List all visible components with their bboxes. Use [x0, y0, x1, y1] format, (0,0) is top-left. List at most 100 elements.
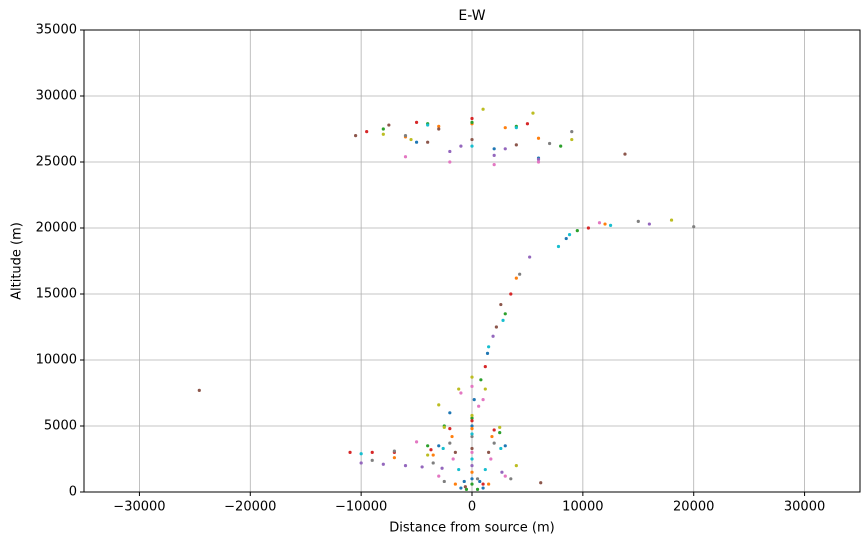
point — [403, 134, 408, 138]
y-tick-label: 15000 — [36, 287, 77, 302]
point — [365, 130, 369, 134]
point — [531, 111, 535, 115]
point — [463, 485, 467, 489]
point — [483, 467, 487, 472]
y-tick-label: 0 — [69, 485, 77, 500]
point — [575, 229, 579, 233]
point — [514, 276, 518, 280]
point — [459, 486, 463, 490]
y-axis-label: Altitude (m) — [10, 222, 25, 300]
point — [448, 427, 452, 431]
point — [514, 464, 518, 468]
point — [487, 345, 491, 349]
point — [437, 403, 441, 407]
point — [623, 152, 627, 156]
point — [448, 149, 452, 154]
point — [370, 458, 374, 462]
point — [525, 122, 530, 126]
point — [669, 218, 674, 222]
point — [459, 144, 463, 148]
point — [499, 302, 503, 307]
point — [442, 479, 446, 484]
point — [692, 225, 696, 229]
point — [481, 482, 485, 486]
point — [451, 457, 455, 461]
point — [409, 137, 413, 142]
point — [470, 446, 474, 451]
point — [197, 388, 201, 392]
plot-frame — [83, 29, 861, 493]
point — [437, 127, 441, 131]
point — [492, 163, 496, 167]
point — [426, 453, 430, 457]
point — [489, 457, 493, 461]
point — [470, 477, 474, 481]
point — [453, 450, 457, 454]
point — [457, 467, 461, 472]
point — [420, 465, 424, 469]
point — [448, 441, 452, 445]
point — [470, 413, 474, 418]
point — [539, 481, 543, 485]
point — [586, 226, 591, 230]
point — [481, 486, 485, 490]
point — [359, 461, 363, 465]
point — [564, 236, 568, 241]
point — [348, 450, 352, 454]
point — [477, 404, 481, 408]
point — [403, 155, 408, 159]
point — [481, 107, 485, 111]
point — [470, 457, 474, 461]
point — [479, 378, 483, 382]
point — [503, 312, 507, 316]
point — [448, 160, 452, 164]
point — [528, 255, 532, 259]
point — [437, 444, 441, 448]
point — [470, 482, 474, 486]
point — [470, 116, 474, 121]
point — [492, 428, 496, 432]
point — [518, 272, 522, 276]
point — [556, 244, 561, 249]
point — [567, 233, 572, 237]
point — [381, 462, 385, 466]
point — [570, 137, 574, 142]
x-tick-label: −20000 — [224, 500, 276, 515]
y-tick-label: 35000 — [36, 23, 77, 38]
point — [536, 160, 541, 164]
chart-title: E-W — [458, 8, 485, 24]
point — [470, 424, 474, 428]
point — [536, 136, 541, 140]
point — [470, 427, 474, 431]
x-tick-label: 20000 — [673, 500, 714, 515]
point — [426, 444, 430, 448]
point — [381, 127, 385, 131]
point — [475, 487, 480, 491]
point — [387, 123, 391, 127]
y-tick-label: 25000 — [36, 155, 77, 170]
point — [431, 461, 435, 465]
y-tick-label: 20000 — [36, 221, 77, 236]
point — [462, 479, 466, 484]
point — [442, 425, 446, 429]
point — [381, 132, 385, 136]
point — [470, 434, 474, 439]
point — [481, 398, 485, 402]
point — [608, 223, 613, 227]
point — [503, 126, 507, 130]
point — [487, 450, 491, 454]
y-tick-label: 10000 — [36, 353, 77, 368]
point — [470, 137, 474, 142]
point — [487, 482, 491, 486]
point — [499, 446, 503, 451]
y-tick-label: 30000 — [36, 89, 77, 104]
point — [491, 334, 495, 338]
point — [570, 130, 574, 134]
point — [457, 387, 461, 391]
point — [459, 391, 463, 395]
point — [492, 153, 496, 157]
point — [453, 482, 457, 486]
point — [559, 144, 563, 148]
point — [470, 120, 474, 124]
